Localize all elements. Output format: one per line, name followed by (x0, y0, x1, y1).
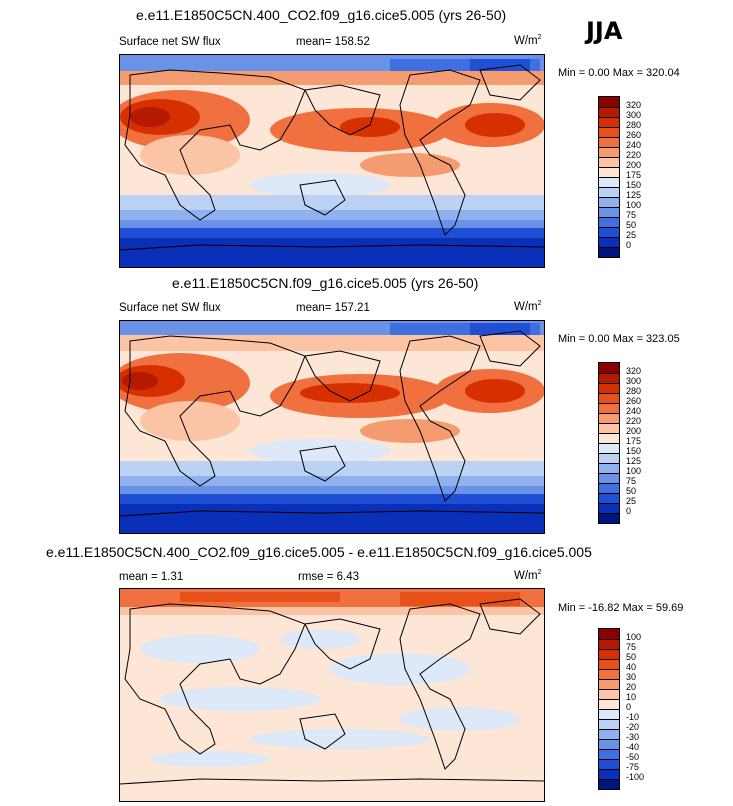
colorbar-label: 0 (626, 702, 632, 712)
colorbar-label: 50 (626, 220, 637, 230)
colorbar-label: 75 (626, 210, 637, 220)
colorbar-label: 300 (626, 376, 642, 386)
colorbar-label: 0 (626, 240, 632, 250)
colorbar-label: 220 (626, 416, 642, 426)
colorbar-label: -10 (626, 712, 640, 722)
colorbar-label: 220 (626, 150, 642, 160)
panel-2-mean-label: mean= 157.21 (296, 302, 370, 314)
panel-3-map (119, 588, 545, 802)
panel-2-map (119, 320, 545, 534)
colorbar-label: 175 (626, 436, 642, 446)
colorbar-label: 260 (626, 396, 642, 406)
colorbar-label: 200 (626, 160, 642, 170)
colorbar-label: 240 (626, 406, 642, 416)
colorbar-label: 75 (626, 642, 637, 652)
panel-1-title: e.e11.E1850C5CN.400_CO2.f09_g16.cice5.00… (136, 7, 507, 23)
panel-3-colorbar (598, 628, 620, 790)
panel-3-mean-label: mean = 1.31 (119, 571, 184, 583)
colorbar-label: -75 (626, 762, 640, 772)
colorbar-label: 100 (626, 632, 642, 642)
colorbar-label: 300 (626, 110, 642, 120)
colorbar-label: 75 (626, 476, 637, 486)
colorbar-label: 100 (626, 200, 642, 210)
panel-2-colorbar (598, 362, 620, 524)
colorbar-label: 280 (626, 386, 642, 396)
colorbar-label: 150 (626, 446, 642, 456)
colorbar-label: 50 (626, 652, 637, 662)
colorbar-label: 20 (626, 682, 637, 692)
panel-1-map (119, 54, 545, 268)
colorbar-label: 175 (626, 170, 642, 180)
panel-1-minmax: Min = 0.00 Max = 320.04 (558, 67, 680, 79)
panel-2-title: e.e11.E1850C5CN.f09_g16.cice5.005 (yrs 2… (172, 275, 479, 291)
colorbar-label: 260 (626, 130, 642, 140)
colorbar-label: 10 (626, 692, 637, 702)
colorbar-label: -30 (626, 732, 640, 742)
panel-2-variable-label: Surface net SW flux (119, 302, 221, 314)
colorbar-label: 25 (626, 496, 637, 506)
colorbar-label: 40 (626, 662, 637, 672)
colorbar-label: 200 (626, 426, 642, 436)
colorbar-label: 125 (626, 190, 642, 200)
panel-3-rmse-label: rmse = 6.43 (298, 571, 360, 583)
colorbar-label: -20 (626, 722, 640, 732)
colorbar-label: 25 (626, 230, 637, 240)
panel-1-colorbar (598, 96, 620, 258)
colorbar-label: 280 (626, 120, 642, 130)
panel-1-mean-label: mean= 158.52 (296, 36, 370, 48)
panel-3-title: e.e11.E1850C5CN.400_CO2.f09_g16.cice5.00… (46, 544, 592, 560)
panel-1-units: W/m2 (514, 34, 542, 47)
colorbar-label: -40 (626, 742, 640, 752)
colorbar-label: 240 (626, 140, 642, 150)
panel-3-units: W/m2 (514, 569, 542, 582)
colorbar-label: 320 (626, 100, 642, 110)
colorbar-label: 30 (626, 672, 637, 682)
colorbar-label: 0 (626, 506, 632, 516)
colorbar-label: 125 (626, 456, 642, 466)
colorbar-label: 150 (626, 180, 642, 190)
colorbar-label: 320 (626, 366, 642, 376)
panel-2-minmax: Min = 0.00 Max = 323.05 (558, 333, 680, 345)
colorbar-label: -100 (626, 772, 645, 782)
colorbar-label: 50 (626, 486, 637, 496)
panel-3-minmax: Min = -16.82 Max = 59.69 (558, 602, 684, 614)
colorbar-label: 100 (626, 466, 642, 476)
season-label: JJA (586, 17, 623, 45)
panel-1-variable-label: Surface net SW flux (119, 36, 221, 48)
panel-2-units: W/m2 (514, 300, 542, 313)
colorbar-label: -50 (626, 752, 640, 762)
